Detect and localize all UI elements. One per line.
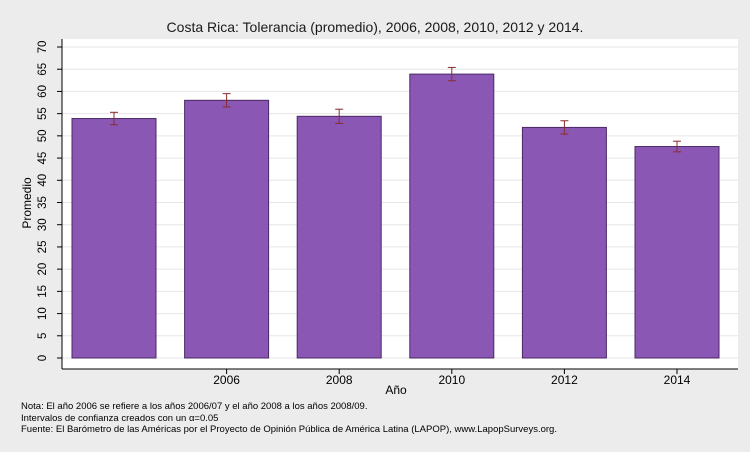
- x-axis: 2006 2008 2010 2012 2014: [62, 368, 738, 387]
- y-tick-label: 10: [37, 307, 49, 320]
- x-tick-label: 2008: [326, 373, 353, 387]
- bar: [634, 146, 720, 359]
- x-tick-label: 2012: [551, 373, 578, 387]
- y-tick-label: 25: [37, 241, 49, 254]
- y-tick-label: 0: [37, 355, 49, 361]
- y-tick-label: 20: [37, 263, 49, 276]
- note-confidence: Intervalos de confianza creados con un α…: [21, 412, 219, 424]
- y-tick-label: 50: [37, 129, 49, 142]
- y-tick-label: 5: [37, 333, 49, 339]
- y-tick-label: 45: [37, 152, 49, 165]
- y-tick-label: 30: [37, 218, 49, 231]
- chart-title: Costa Rica: Tolerancia (promedio), 2006,…: [167, 19, 584, 35]
- x-tick-label: 2010: [438, 373, 465, 387]
- bar: [184, 99, 270, 359]
- bar: [71, 118, 157, 359]
- bar: [409, 73, 495, 359]
- y-tick-label: 15: [37, 285, 49, 298]
- y-tick-label: 40: [37, 174, 49, 187]
- bar: [521, 126, 607, 359]
- note-source: Fuente: El Barómetro de las Américas por…: [21, 424, 557, 435]
- bars: [71, 73, 720, 359]
- y-tick-label: 35: [37, 196, 49, 209]
- y-tick-label: 55: [37, 107, 49, 120]
- y-tick-label: 65: [37, 63, 49, 76]
- y-tick-label: 70: [37, 41, 49, 54]
- y-axis-label: Promedio: [20, 177, 34, 229]
- note-year: Nota: El año 2006 se refiere a los años …: [21, 401, 368, 412]
- x-tick-label: 2006: [213, 373, 240, 387]
- gridlines: [62, 46, 738, 359]
- x-axis-label: Año: [385, 383, 407, 397]
- footnotes: Nota: El año 2006 se refiere a los años …: [21, 401, 557, 436]
- x-tick-label: 2014: [664, 373, 691, 387]
- error-bars: [110, 66, 681, 153]
- y-axis: 0 5 10 15 20 25 30 35 40 45 50 55 60 65 70: [37, 39, 63, 369]
- bar: [296, 115, 382, 359]
- y-tick-label: 60: [37, 85, 49, 98]
